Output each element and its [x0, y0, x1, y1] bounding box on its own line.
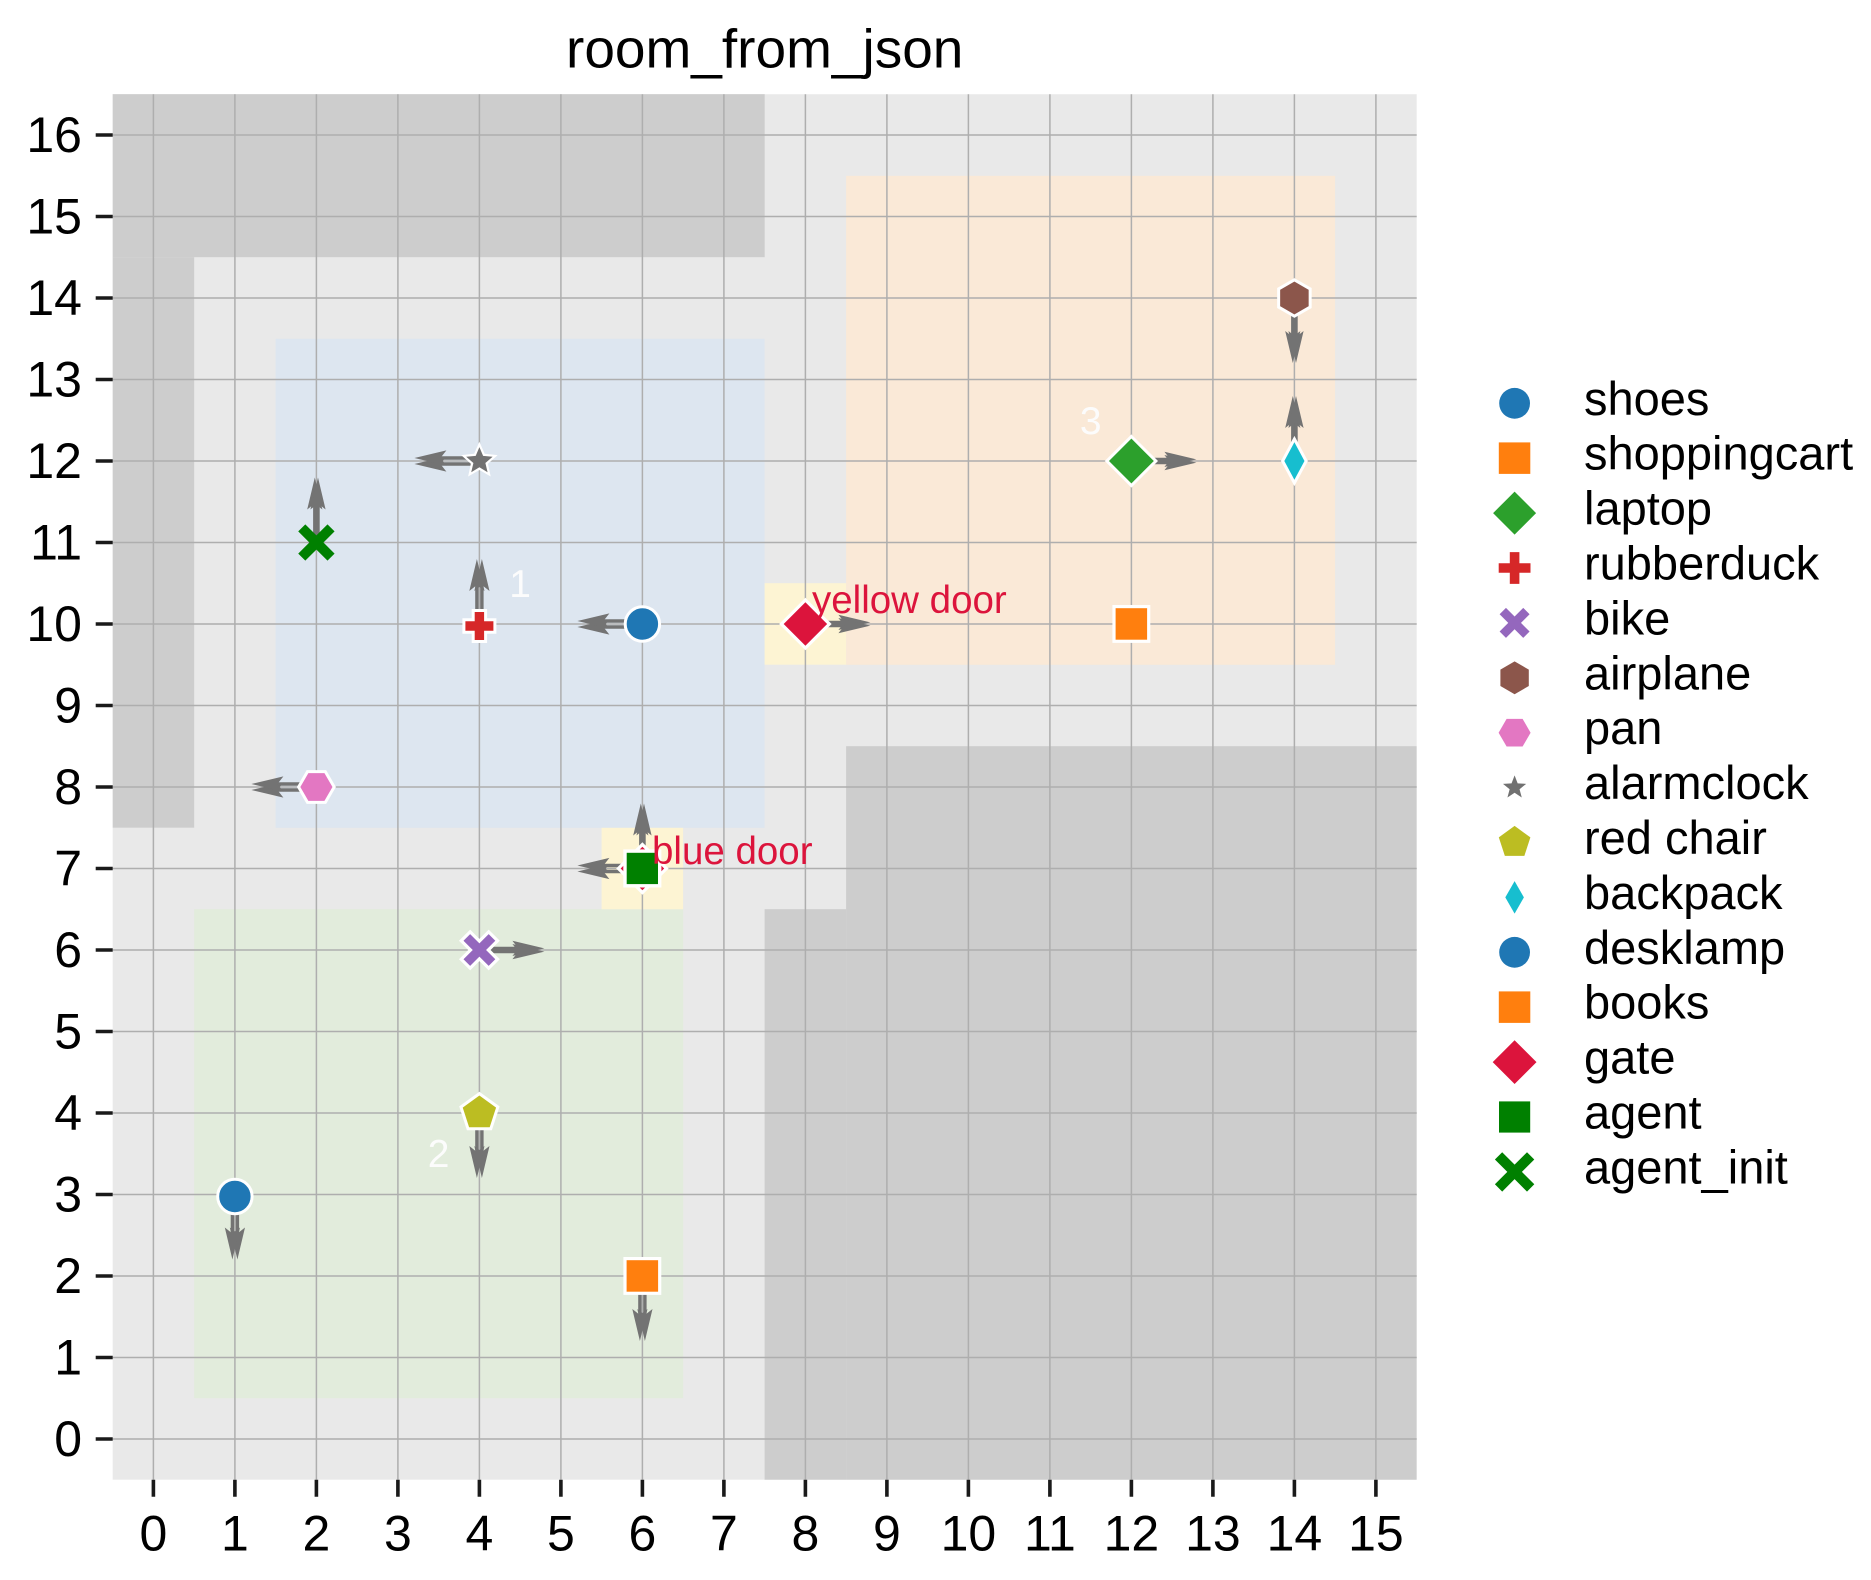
svg-text:alarmclock: alarmclock: [1584, 756, 1809, 809]
svg-text:13: 13: [1185, 1506, 1241, 1562]
svg-text:8: 8: [791, 1506, 819, 1562]
svg-text:pan: pan: [1584, 701, 1662, 754]
svg-text:5: 5: [547, 1506, 575, 1562]
svg-text:bike: bike: [1584, 591, 1670, 644]
svg-text:gate: gate: [1584, 1031, 1675, 1084]
svg-text:1: 1: [221, 1506, 249, 1562]
svg-text:agent: agent: [1584, 1086, 1702, 1139]
svg-text:red chair: red chair: [1584, 811, 1767, 864]
svg-text:1: 1: [54, 1330, 82, 1386]
svg-text:2: 2: [302, 1506, 330, 1562]
svg-text:4: 4: [54, 1085, 82, 1141]
svg-text:10: 10: [941, 1506, 997, 1562]
svg-text:9: 9: [54, 678, 82, 734]
svg-text:0: 0: [54, 1411, 82, 1467]
svg-text:10: 10: [26, 596, 82, 652]
svg-text:12: 12: [26, 433, 82, 489]
svg-text:backpack: backpack: [1584, 866, 1783, 919]
svg-text:8: 8: [54, 759, 82, 815]
svg-text:rubberduck: rubberduck: [1584, 537, 1820, 590]
svg-text:14: 14: [26, 270, 82, 326]
svg-text:yellow door: yellow door: [812, 579, 1007, 622]
svg-text:6: 6: [628, 1506, 656, 1562]
svg-text:books: books: [1584, 976, 1709, 1029]
svg-text:laptop: laptop: [1584, 482, 1712, 535]
svg-text:3: 3: [1080, 400, 1102, 443]
svg-text:9: 9: [873, 1506, 901, 1562]
svg-text:6: 6: [54, 922, 82, 978]
svg-text:desklamp: desklamp: [1584, 921, 1785, 974]
svg-text:1: 1: [509, 563, 531, 606]
svg-text:16: 16: [26, 107, 82, 163]
svg-text:7: 7: [710, 1506, 738, 1562]
svg-text:blue door: blue door: [652, 830, 813, 873]
svg-text:airplane: airplane: [1584, 646, 1751, 699]
svg-text:4: 4: [465, 1506, 493, 1562]
svg-text:3: 3: [54, 1167, 82, 1223]
svg-text:7: 7: [54, 841, 82, 897]
svg-text:agent_init: agent_init: [1584, 1140, 1788, 1193]
svg-text:11: 11: [30, 515, 82, 571]
svg-text:room_from_json: room_from_json: [566, 18, 963, 80]
svg-text:15: 15: [26, 189, 82, 245]
svg-text:11: 11: [1024, 1506, 1076, 1562]
svg-text:13: 13: [26, 352, 82, 408]
svg-text:2: 2: [54, 1248, 82, 1304]
svg-text:shoppingcart: shoppingcart: [1584, 427, 1853, 480]
svg-text:3: 3: [384, 1506, 412, 1562]
svg-text:shoes: shoes: [1584, 372, 1709, 425]
svg-text:0: 0: [139, 1506, 167, 1562]
svg-text:12: 12: [1104, 1506, 1160, 1562]
svg-text:5: 5: [54, 1004, 82, 1060]
svg-text:2: 2: [428, 1133, 450, 1176]
svg-text:15: 15: [1348, 1506, 1404, 1562]
svg-text:14: 14: [1267, 1506, 1323, 1562]
